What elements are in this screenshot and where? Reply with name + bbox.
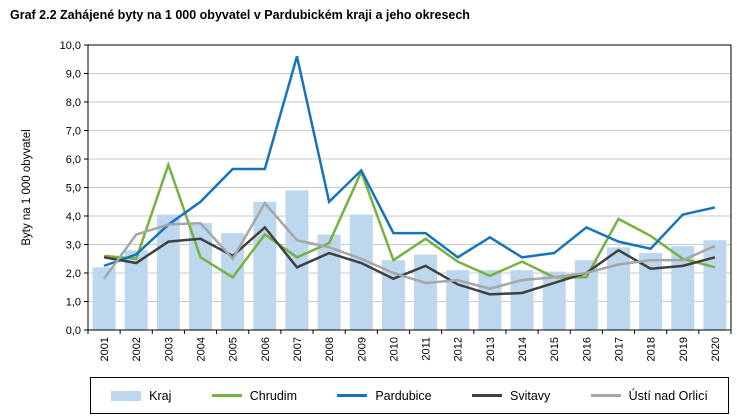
- x-tick-label: 2019: [678, 337, 690, 361]
- x-tick-label: 2018: [646, 337, 658, 361]
- y-tick-label: 5,0: [66, 183, 81, 195]
- legend-label: Pardubice: [375, 388, 432, 403]
- x-tick-label: 2014: [517, 337, 529, 361]
- y-tick-label: 3,0: [66, 240, 81, 252]
- x-tick-label: 2011: [421, 337, 433, 361]
- legend-item-chrudim: Chrudim: [211, 388, 297, 403]
- bar-series-kraj: [92, 190, 727, 330]
- legend-item-svitavy: Svitavy: [471, 388, 551, 403]
- x-tick-label: 2015: [549, 337, 561, 361]
- bar-2017: [606, 247, 630, 330]
- y-tick-label: 9,0: [66, 69, 81, 81]
- legend-label: Chrudim: [249, 388, 297, 403]
- line-series-pardubice: [103, 56, 716, 268]
- legend-swatch-chrudim: [211, 393, 242, 398]
- legend-item-kraj: Kraj: [111, 389, 171, 403]
- x-tick-label: 2003: [163, 337, 175, 361]
- y-tick-label: 10,0: [60, 40, 81, 52]
- x-tick-label: 2017: [613, 337, 625, 361]
- x-tick-label: 2013: [485, 337, 497, 361]
- y-tick-label: 6,0: [66, 154, 81, 166]
- bar-2008: [317, 234, 341, 330]
- y-tick-label: 8,0: [66, 97, 81, 109]
- y-tick-label: 4,0: [66, 211, 81, 223]
- bar-2018: [639, 253, 663, 330]
- y-axis-title: Byty na 1 000 obyvatel: [21, 129, 33, 245]
- y-tick-label: 2,0: [66, 268, 81, 280]
- legend-swatch-pardubice: [337, 393, 368, 398]
- x-tick-label: 2008: [324, 337, 336, 361]
- y-axis-labels: 0,0 1,0 2,0 3,0 4,0 5,0 6,0 7,0 8,0 9,0 10,0: [60, 40, 81, 337]
- bar-2004: [189, 223, 213, 330]
- x-tick-label: 2001: [99, 337, 111, 361]
- y-tick-label: 0,0: [66, 325, 81, 337]
- x-tick-label: 2012: [453, 337, 465, 361]
- x-tick-label: 2005: [228, 337, 240, 361]
- bar-2014: [510, 270, 534, 330]
- legend-item-pardubice: Pardubice: [337, 388, 432, 403]
- legend-label: Kraj: [149, 388, 172, 403]
- legend-swatch-kraj: [111, 390, 142, 401]
- x-tick-label: 2006: [260, 337, 272, 361]
- x-tick-label: 2002: [131, 337, 143, 361]
- gridlines: [88, 73, 731, 302]
- legend-item-usti-nad-orlici: Ústí nad Orlicí: [590, 388, 708, 403]
- legend-swatch-svitavy: [471, 393, 502, 398]
- y-tick-label: 1,0: [66, 297, 81, 309]
- x-tick-label: 2016: [581, 337, 593, 361]
- x-tick-label: 2004: [196, 337, 208, 361]
- chart-legend: Kraj Chrudim Pardubice Svitavy Ústí nad Orli…: [90, 377, 729, 414]
- x-tick-label: 2009: [356, 337, 368, 361]
- chart-title: Graf 2.2 Zahájené byty na 1 000 obyvatel…: [10, 8, 470, 22]
- y-tick-label: 7,0: [66, 126, 81, 138]
- bar-2015: [542, 271, 566, 330]
- bar-2002: [124, 250, 148, 330]
- bar-2006: [253, 201, 277, 330]
- axis-ticks: [84, 44, 732, 334]
- x-axis-labels: 2001 2002 2003 2004 2005 2006 2007 2008 2009 2010…: [99, 337, 722, 361]
- bar-2005: [221, 233, 245, 330]
- x-tick-label: 2020: [710, 337, 722, 361]
- legend-label: Ústí nad Orlicí: [628, 388, 708, 403]
- legend-label: Svitavy: [509, 388, 551, 403]
- bar-2007: [285, 190, 309, 330]
- line-series-chrudim: [103, 160, 716, 279]
- bar-2003: [156, 214, 180, 330]
- bar-2020: [703, 240, 727, 330]
- bar-2013: [478, 270, 502, 330]
- line-series-svitavy: [103, 225, 716, 296]
- x-tick-label: 2010: [388, 337, 400, 361]
- x-tick-label: 2007: [292, 337, 304, 361]
- line-series-usti-nad-orlici: [103, 201, 716, 290]
- bar-2011: [414, 254, 438, 330]
- legend-swatch-usti-nad-orlici: [590, 393, 621, 398]
- bar-2001: [92, 267, 116, 330]
- bar-2009: [349, 214, 373, 330]
